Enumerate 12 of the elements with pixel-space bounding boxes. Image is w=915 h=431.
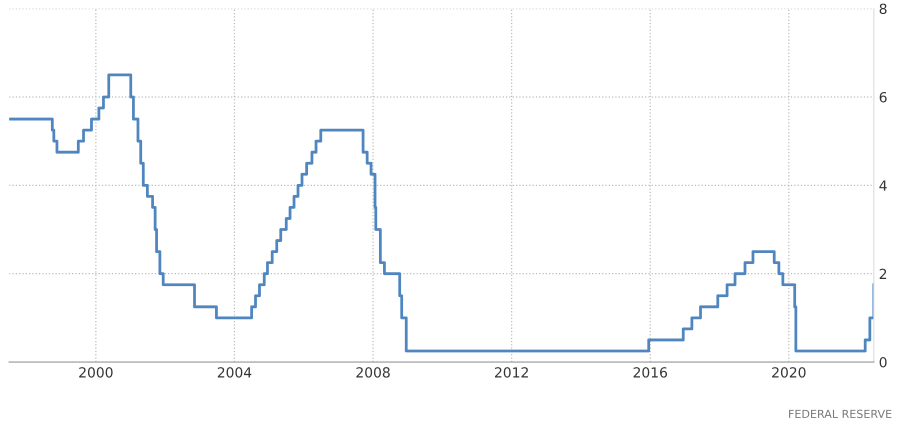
y-tick-label: 8 [880, 4, 887, 14]
x-tick-label: 2004 [218, 367, 252, 378]
x-tick-label: 2016 [634, 367, 668, 378]
x-tick-label: 2000 [79, 367, 113, 378]
x-tick-label: 2012 [494, 367, 528, 378]
y-tick-label: 6 [880, 92, 887, 102]
x-tick-label: 2020 [772, 367, 806, 378]
y-tick-label: 0 [880, 357, 887, 368]
x-tick-label: 2008 [356, 367, 390, 378]
y-tick-label: 4 [879, 180, 887, 191]
y-tick-label: 2 [880, 268, 886, 279]
text: FEDERAL RESERVE [789, 410, 892, 418]
